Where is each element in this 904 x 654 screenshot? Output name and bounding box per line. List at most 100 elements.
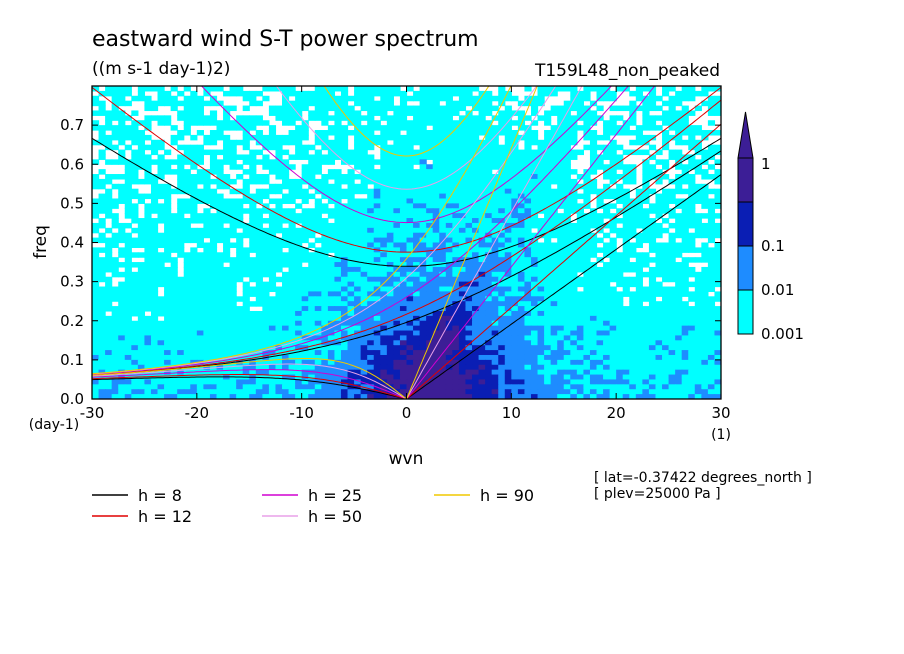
heat-cell <box>157 100 165 107</box>
heat-cell <box>380 208 388 214</box>
heat-cell <box>380 306 388 312</box>
heat-cell <box>105 252 113 258</box>
heat-cell <box>229 198 237 204</box>
heat-cell <box>131 286 139 293</box>
heat-cell <box>485 227 493 234</box>
heat-cell <box>321 310 329 317</box>
heat-cell <box>386 203 394 209</box>
heat-cell <box>452 286 460 293</box>
heat-cell <box>662 110 670 116</box>
heat-cell <box>648 222 657 229</box>
heat-cell <box>439 222 447 229</box>
heat-cell <box>170 242 178 248</box>
heat-cell <box>583 345 591 351</box>
heat-cell <box>596 271 604 278</box>
heat-cell <box>144 350 152 356</box>
heat-cell <box>616 320 624 327</box>
heat-cell <box>681 281 689 288</box>
heat-cell <box>157 242 165 248</box>
heat-cell <box>327 247 336 253</box>
heat-cell <box>321 105 329 112</box>
heat-cell <box>603 262 611 268</box>
heat-cell <box>242 198 250 204</box>
heat-cell <box>118 95 126 102</box>
heat-cell <box>485 374 493 381</box>
heat-cell <box>530 183 539 190</box>
heat-cell <box>413 281 421 288</box>
heat-cell <box>177 208 185 214</box>
heat-cell <box>491 125 499 131</box>
heat-cell <box>354 95 362 102</box>
heat-cell <box>255 247 263 253</box>
heat-cell <box>137 301 146 307</box>
heat-cell <box>681 335 689 341</box>
heat-cell <box>340 218 349 224</box>
heat-cell <box>393 247 401 253</box>
heat-cell <box>340 247 349 253</box>
heat-cell <box>524 252 532 258</box>
heat-cell <box>517 242 526 248</box>
heat-cell <box>98 90 106 97</box>
heat-cell <box>177 291 185 297</box>
heat-cell <box>589 188 598 195</box>
heat-cell <box>399 276 408 283</box>
heat-cell <box>550 188 558 195</box>
heat-cell <box>668 364 676 371</box>
heat-cell <box>537 315 545 322</box>
heat-cell <box>445 139 453 146</box>
heat-cell <box>288 164 296 170</box>
heat-cell <box>406 144 414 151</box>
heat-cell <box>249 120 257 126</box>
heat-cell <box>105 203 113 209</box>
heat-cell <box>327 174 336 180</box>
heat-cell <box>98 237 106 244</box>
heat-cell <box>544 345 552 351</box>
heat-cell <box>452 188 460 195</box>
heat-cell <box>707 325 716 332</box>
heat-cell <box>229 149 237 156</box>
heat-cell <box>472 266 480 273</box>
heat-cell <box>393 374 401 381</box>
heat-cell <box>563 105 571 112</box>
heat-cell <box>681 174 689 180</box>
heat-cell <box>609 276 617 283</box>
heat-cell <box>648 95 657 102</box>
heat-cell <box>360 310 368 317</box>
heat-cell <box>399 301 408 307</box>
heat-cell <box>242 169 250 175</box>
heat-cell <box>229 86 237 92</box>
heat-cell <box>98 276 106 283</box>
heat-cell <box>603 306 611 312</box>
heat-cell <box>340 213 349 219</box>
heat-cell <box>504 90 512 97</box>
heat-cell <box>478 296 486 302</box>
heat-cell <box>249 100 257 107</box>
heat-cell <box>524 154 532 160</box>
heat-cell <box>170 222 178 229</box>
heat-cell <box>668 247 676 253</box>
heat-cell <box>399 183 408 190</box>
heat-cell <box>308 350 316 356</box>
heat-cell <box>589 242 598 248</box>
heat-cell <box>478 164 486 170</box>
heat-cell <box>550 262 558 268</box>
heat-cell <box>275 203 283 209</box>
heat-cell <box>576 364 584 371</box>
heat-cell <box>314 95 322 102</box>
heat-cell <box>419 359 427 366</box>
heat-cell <box>413 310 421 317</box>
heat-cell <box>268 183 277 190</box>
heat-cell <box>360 213 368 219</box>
heat-cell <box>544 174 552 180</box>
heat-cell <box>485 242 493 248</box>
heat-cell <box>478 183 486 190</box>
heat-cell <box>432 198 440 204</box>
heat-cell <box>98 232 106 239</box>
heat-cell <box>105 335 113 341</box>
heat-cell <box>183 115 191 121</box>
heat-cell <box>491 149 499 156</box>
heat-cell <box>688 354 696 361</box>
heat-cell <box>406 345 414 351</box>
heat-cell <box>635 276 643 283</box>
heat-cell <box>275 169 283 175</box>
